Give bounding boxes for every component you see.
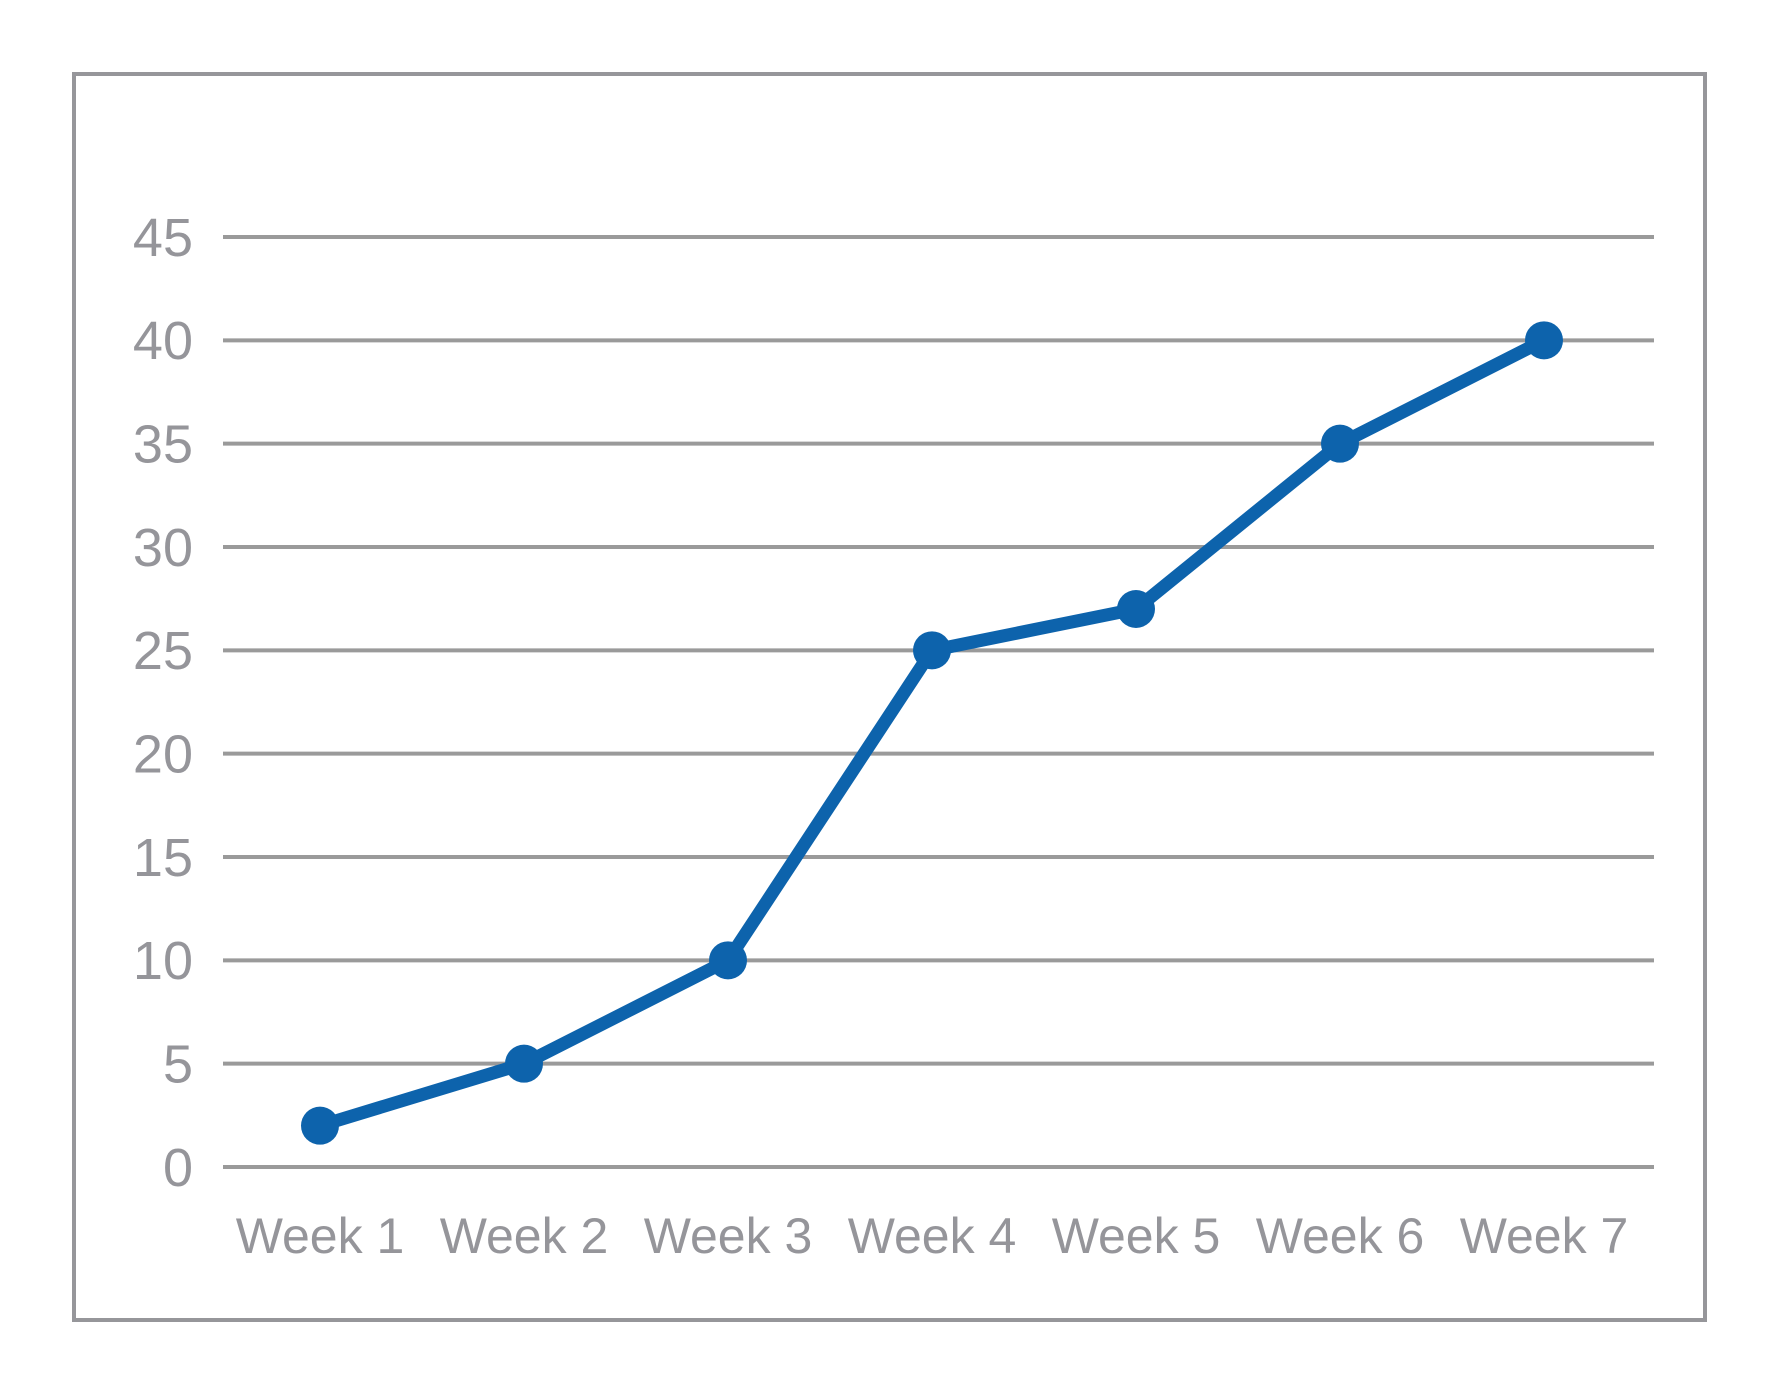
y-axis-label-30: 30 (133, 518, 193, 578)
x-axis-label-week-4: Week 4 (848, 1208, 1017, 1264)
data-point-week-1-marker (301, 1106, 339, 1145)
data-point-week-6-marker (1321, 424, 1359, 463)
y-axis-label-45: 45 (133, 208, 193, 268)
data-point-week-3-marker (709, 941, 747, 980)
y-axis-label-20: 20 (133, 725, 193, 785)
x-axis-label-week-6: Week 6 (1256, 1208, 1425, 1264)
data-point-week-7-marker (1525, 321, 1563, 360)
data-line (313, 333, 1551, 1133)
y-axis-label-10: 10 (133, 931, 193, 991)
x-axis-label-week-2: Week 2 (440, 1208, 609, 1264)
y-axis-label-25: 25 (133, 621, 193, 681)
x-axis-label-week-3: Week 3 (644, 1208, 813, 1264)
data-point-week-5-marker (1117, 590, 1155, 628)
data-point-week-4-marker (913, 631, 951, 670)
x-axis-label-week-1: Week 1 (236, 1208, 405, 1264)
y-axis-label-5: 5 (163, 1035, 193, 1095)
y-axis-label-35: 35 (133, 415, 193, 475)
x-axis-label-week-5: Week 5 (1052, 1208, 1221, 1264)
line-chart: 0 5 10 15 20 25 30 35 40 45 Week 1 Week 2 Week 3 Week… (133, 208, 1654, 1264)
chart-container: 0 5 10 15 20 25 30 35 40 45 Week 1 Week 2 Week 3 Week… (72, 72, 1707, 1322)
x-axis-label-week-7: Week 7 (1460, 1208, 1629, 1264)
y-axis-label-0: 0 (163, 1138, 193, 1198)
y-axis-label-15: 15 (133, 828, 193, 888)
data-point-week-2-marker (505, 1044, 543, 1083)
y-axis-label-40: 40 (133, 311, 193, 371)
